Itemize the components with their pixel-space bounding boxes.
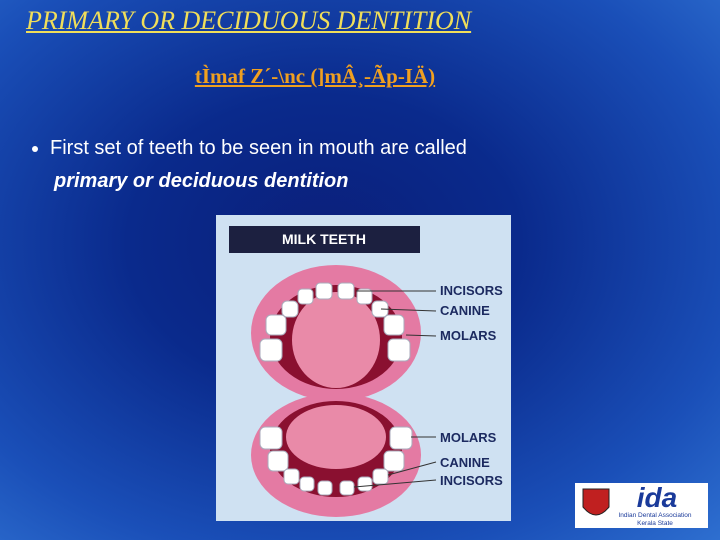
bullet-list: First set of teeth to be seen in mouth a… [30,132,467,198]
tongue [286,405,386,469]
figure-label: CANINE [440,455,490,470]
bullet-item: First set of teeth to be seen in mouth a… [50,132,467,198]
logo: ida Indian Dental Association Kerala Sta… [575,483,708,528]
palate [292,292,380,388]
figure-label: CANINE [440,303,490,318]
slide-subtitle: tÌmaf Z´-\nc (]mÂ¸-Ãp-IÄ) [194,64,436,88]
logo-line: Indian Dental Association [619,512,692,519]
figure-label: INCISORS [440,473,503,488]
logo-line: Kerala State [637,520,673,527]
bullet-text: First set of teeth to be seen in mouth a… [50,137,467,159]
bullet-emphasis: primary or deciduous dentition [54,170,349,192]
labels: INCISORS CANINE MOLARS MOLARS CANINE INC… [440,283,503,488]
figure: MILK TEETH INCISORS CANINE [216,215,511,521]
figure-title: MILK TEETH [282,231,366,247]
logo-emblem [582,488,610,516]
slide-title: PRIMARY OR DECIDUOUS DENTITION [26,6,472,35]
leader-lines [353,290,437,488]
lower-teeth [259,426,413,496]
figure-label: MOLARS [440,328,497,343]
figure-label: INCISORS [440,283,503,298]
upper-teeth [259,282,411,362]
figure-header [229,226,420,253]
figure-label: MOLARS [440,430,497,445]
logo-name: ida [637,483,677,513]
